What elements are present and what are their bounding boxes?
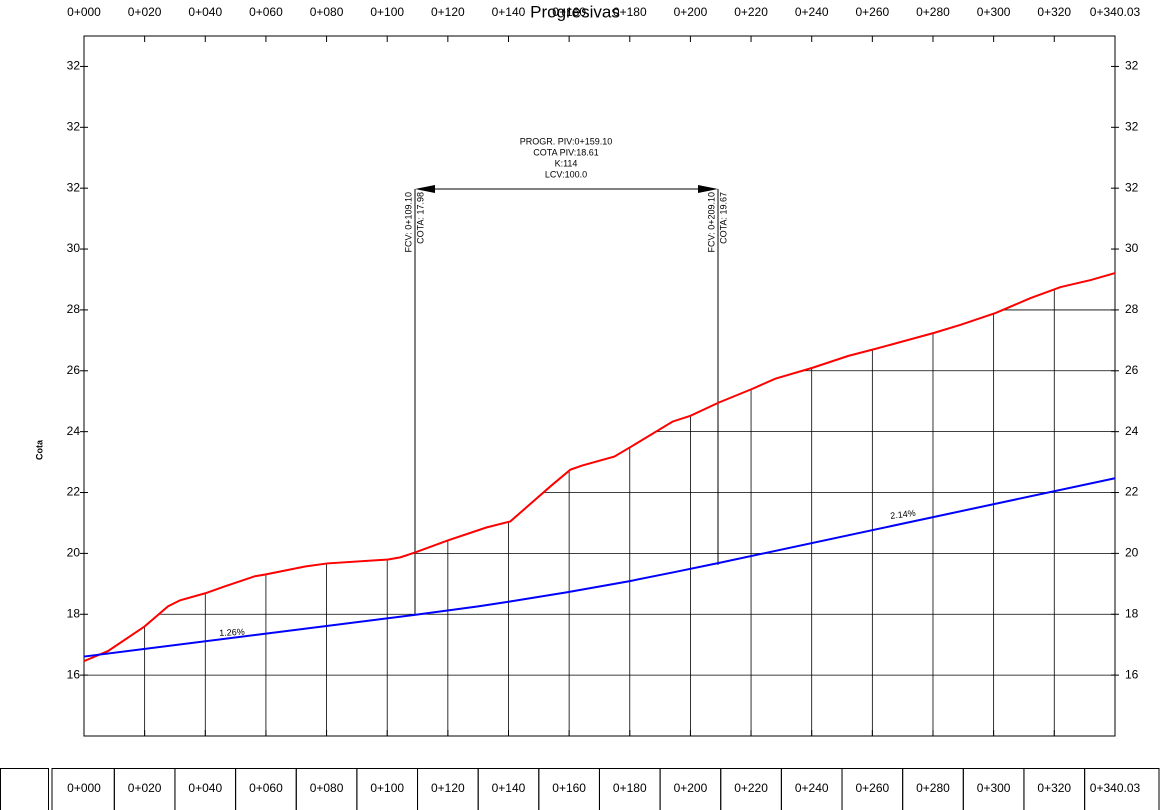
table-station-label: 0+340.03 — [1090, 781, 1141, 795]
table-station-label: 0+020 — [128, 781, 162, 795]
x-tick-label: 0+260 — [855, 5, 889, 19]
y-tick-label-right: 32 — [1125, 59, 1139, 73]
y-tick-label: 16 — [67, 667, 81, 681]
x-tick-label: 0+080 — [310, 5, 344, 19]
y-axis-label: Cota — [34, 439, 44, 460]
table-station-label: 0+320 — [1037, 781, 1071, 795]
table-station-label: 0+220 — [734, 781, 768, 795]
y-tick-label: 26 — [67, 363, 81, 377]
x-tick-label: 0+000 — [67, 5, 101, 19]
curve-info: PROGR. PIV:0+159.10 — [520, 136, 612, 146]
x-tick-label: 0+340.03 — [1090, 5, 1141, 19]
x-tick-label: 0+300 — [977, 5, 1011, 19]
y-tick-label-right: 16 — [1125, 667, 1139, 681]
curve-info: K:114 — [555, 158, 578, 168]
table-station-label: 0+100 — [370, 781, 404, 795]
chart-title: Progresivas — [530, 2, 620, 21]
x-tick-label: 0+280 — [916, 5, 950, 19]
table-header-cell — [0, 768, 49, 810]
arrow-head — [415, 185, 435, 193]
y-tick-label: 20 — [67, 546, 81, 560]
y-tick-label: 28 — [67, 302, 81, 316]
y-tick-label: 30 — [67, 241, 81, 255]
y-tick-label-right: 18 — [1125, 606, 1139, 620]
table-station-label: 0+080 — [310, 781, 344, 795]
profile-line — [83, 272, 1116, 663]
curve-station-label: COTA: 17.98 — [415, 192, 425, 244]
x-tick-label: 0+160 — [552, 5, 586, 19]
grade-label: 2.14% — [890, 508, 917, 521]
x-tick-label: 0+120 — [431, 5, 465, 19]
curve-info: LCV:100.0 — [545, 169, 587, 179]
plot-frame — [83, 35, 1116, 737]
table-station-label: 0+160 — [552, 781, 586, 795]
profile-line — [83, 477, 1116, 658]
y-tick-label-right: 22 — [1125, 485, 1139, 499]
table-station-label: 0+040 — [188, 781, 222, 795]
x-tick-label: 0+240 — [795, 5, 829, 19]
x-tick-label: 0+220 — [734, 5, 768, 19]
grade-label: 1.26% — [219, 627, 245, 638]
arrow-head — [698, 185, 718, 193]
x-tick-label: 0+040 — [188, 5, 222, 19]
table-station-label: 0+180 — [613, 781, 647, 795]
y-tick-label: 32 — [67, 180, 81, 194]
x-tick-label: 0+320 — [1037, 5, 1071, 19]
y-tick-label-right: 24 — [1125, 424, 1139, 438]
y-tick-label-right: 28 — [1125, 302, 1139, 316]
x-tick-label: 0+060 — [249, 5, 283, 19]
table-station-label: 0+260 — [855, 781, 889, 795]
table-station-label: 0+060 — [249, 781, 283, 795]
y-tick-label-right: 32 — [1125, 119, 1139, 133]
table-station-label: 0+300 — [977, 781, 1011, 795]
table-station-label: 0+280 — [916, 781, 950, 795]
curve-info: COTA PIV:18.61 — [533, 147, 599, 157]
x-tick-label: 0+200 — [674, 5, 708, 19]
y-tick-label-right: 26 — [1125, 363, 1139, 377]
x-tick-label: 0+020 — [128, 5, 162, 19]
table-station-label: 0+120 — [431, 781, 465, 795]
curve-station-label: COTA: 19.67 — [718, 192, 728, 244]
y-tick-label-right: 32 — [1125, 180, 1139, 194]
y-tick-label: 22 — [67, 485, 81, 499]
y-tick-label: 32 — [67, 119, 81, 133]
y-tick-label-right: 30 — [1125, 241, 1139, 255]
table-station-label: 0+240 — [795, 781, 829, 795]
curve-station-label: FCV: 0+109.10 — [403, 192, 413, 252]
x-tick-label: 0+100 — [370, 5, 404, 19]
y-tick-label-right: 20 — [1125, 546, 1139, 560]
table-cell — [1084, 768, 1160, 810]
table-station-label: 0+000 — [67, 781, 101, 795]
y-tick-label: 18 — [67, 606, 81, 620]
y-tick-label: 24 — [67, 424, 81, 438]
curve-station-label: FCV: 0+209.10 — [706, 192, 716, 252]
x-tick-label: 0+180 — [613, 5, 647, 19]
table-station-label: 0+140 — [492, 781, 526, 795]
x-tick-label: 0+140 — [492, 5, 526, 19]
table-station-label: 0+200 — [674, 781, 708, 795]
y-tick-label: 32 — [67, 59, 81, 73]
